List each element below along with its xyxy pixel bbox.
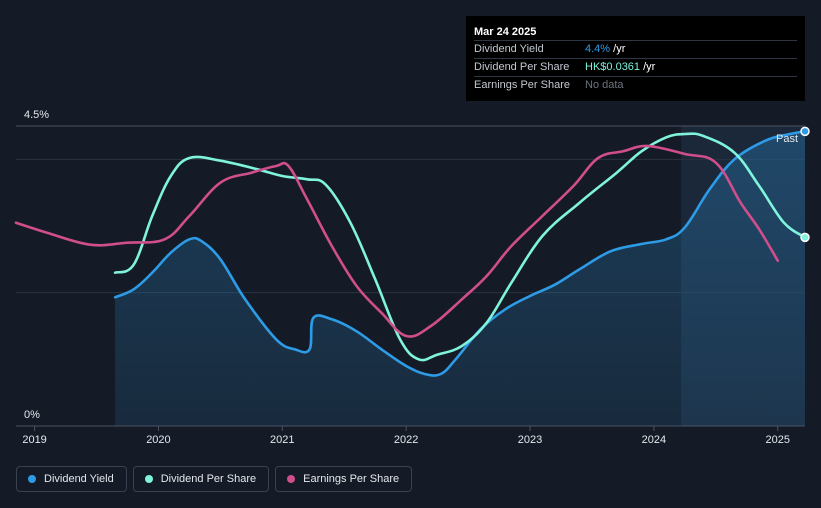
legend-item-dividend-per-share[interactable]: Dividend Per Share <box>132 466 270 492</box>
tooltip-value: No data <box>585 79 624 91</box>
legend-dot-icon <box>28 475 36 483</box>
legend: Dividend Yield Dividend Per Share Earnin… <box>16 466 413 492</box>
legend-label: Dividend Yield <box>44 473 114 485</box>
legend-label: Earnings Per Share <box>303 473 400 485</box>
end-marker-dividend-per-share <box>800 232 810 243</box>
legend-item-dividend-yield[interactable]: Dividend Yield <box>16 466 127 492</box>
tooltip-unit: /yr <box>610 43 626 55</box>
tooltip-value: HK$0.0361 <box>585 61 641 73</box>
series-area-dividend-yield <box>115 131 806 427</box>
tooltip-panel: Mar 24 2025 Dividend Yield 4.4% /yr Divi… <box>466 16 805 101</box>
tooltip-row-dividend-yield: Dividend Yield 4.4% /yr <box>474 40 797 58</box>
series-line-dividend-yield <box>113 130 807 377</box>
tooltip-row-dividend-per-share: Dividend Per Share HK$0.0361 /yr <box>474 58 797 76</box>
y-tick-label: 4.5% <box>24 109 49 121</box>
x-tick-label: 2021 <box>270 434 294 446</box>
tooltip-date: Mar 24 2025 <box>474 26 537 38</box>
legend-label: Dividend Per Share <box>160 473 257 485</box>
y-tick-label: 0% <box>24 409 40 421</box>
legend-dot-icon <box>287 475 296 483</box>
x-tick-label: 2022 <box>394 434 418 446</box>
tooltip-unit: /yr <box>640 61 656 73</box>
tooltip-label: Dividend Yield <box>474 43 544 55</box>
end-marker-dividend-yield <box>800 126 810 137</box>
tooltip-row-earnings-per-share: Earnings Per Share No data <box>474 76 797 94</box>
x-tick-label: 2025 <box>766 434 790 446</box>
series-line-earnings-per-share <box>14 144 780 338</box>
x-tick-label: 2019 <box>22 434 46 446</box>
past-label: Past <box>776 133 798 145</box>
series-line-dividend-per-share <box>113 132 807 362</box>
x-tick-label: 2020 <box>146 434 170 446</box>
x-tick-label: 2024 <box>642 434 666 446</box>
tooltip-label: Dividend Per Share <box>474 61 570 73</box>
legend-dot-icon <box>144 475 153 483</box>
tooltip-label: Earnings Per Share <box>474 79 570 91</box>
x-tick-label: 2023 <box>518 434 542 446</box>
legend-item-earnings-per-share[interactable]: Earnings Per Share <box>275 466 413 492</box>
tooltip-value: 4.4% <box>585 43 611 55</box>
